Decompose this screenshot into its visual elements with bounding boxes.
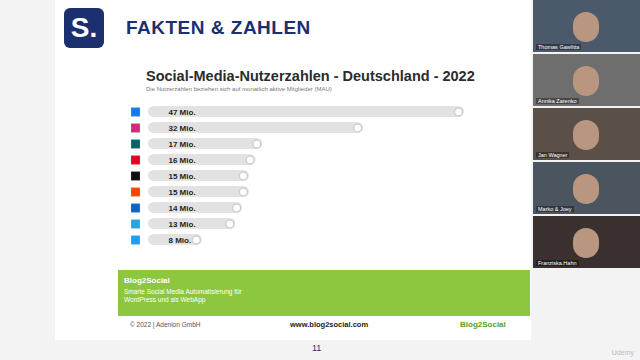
- html-text:Jan Wagner: Jan Wagner: [538, 152, 568, 158]
- svg-text:16 Mio.: 16 Mio.: [169, 156, 196, 165]
- html-text:Franziska.Hahn: Franziska.Hahn: [538, 260, 577, 266]
- svg-text:15 Mio.: 15 Mio.: [169, 172, 196, 181]
- svg-text:13 Mio.: 13 Mio.: [169, 220, 196, 229]
- html-text:Udemy: Udemy: [611, 349, 634, 356]
- html-text:Annika Zarenko: Annika Zarenko: [538, 98, 577, 104]
- svg-text:8 Mio.: 8 Mio.: [169, 236, 192, 245]
- html-text:Social-Media-Nutzerzahlen - De: Social-Media-Nutzerzahlen - Deutschland …: [146, 68, 475, 84]
- svg-text:32 Mio.: 32 Mio.: [169, 124, 196, 133]
- svg-text:17 Mio.: 17 Mio.: [169, 140, 196, 149]
- html-text:Die Nutzerzahlen beziehen sich: Die Nutzerzahlen beziehen sich auf monat…: [146, 86, 332, 92]
- html-text:Thomas Gawlitta: Thomas Gawlitta: [538, 44, 580, 50]
- html-text:© 2022 | Adenion GmbH: © 2022 | Adenion GmbH: [130, 321, 201, 328]
- html-text:Smarte Social Media Automatisi: Smarte Social Media Automatisierung für: [124, 288, 242, 295]
- html-text:FAKTEN & ZAHLEN: FAKTEN & ZAHLEN: [126, 17, 311, 38]
- svg-text:47 Mio.: 47 Mio.: [169, 108, 196, 117]
- svg-text:15 Mio.: 15 Mio.: [169, 188, 196, 197]
- html-text:Marko & Joey: Marko & Joey: [538, 206, 572, 212]
- html-text:11: 11: [312, 343, 322, 353]
- html-text:Blog2Social: Blog2Social: [460, 320, 506, 329]
- html-text:WordPress und als WebApp: WordPress und als WebApp: [124, 296, 206, 303]
- html-text:www.blog2social.com: www.blog2social.com: [290, 320, 369, 329]
- svg-text:14 Mio.: 14 Mio.: [169, 204, 196, 213]
- html-text:Blog2Social: Blog2Social: [124, 276, 170, 285]
- html-text:S.: S.: [70, 12, 98, 43]
